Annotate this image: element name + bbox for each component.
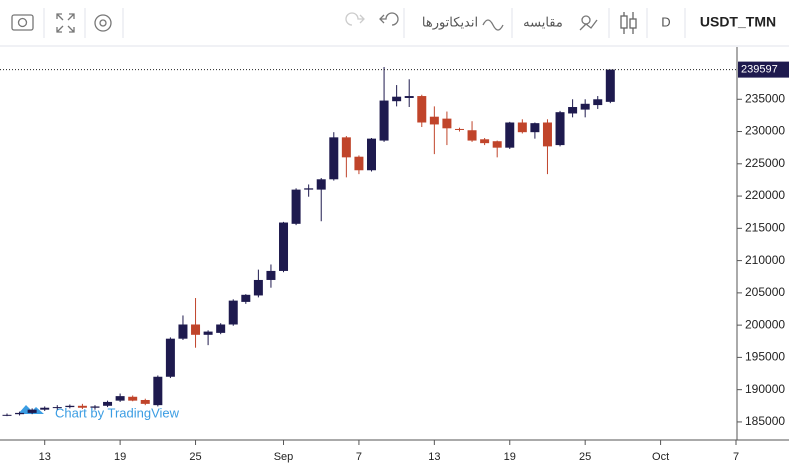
x-tick-label: 7	[356, 451, 362, 463]
x-tick-label: 7	[733, 451, 739, 463]
x-tick-label: 19	[114, 451, 126, 463]
candle-body	[480, 139, 490, 144]
watermark-text: Chart by TradingView	[55, 405, 180, 420]
candle-body	[379, 100, 389, 141]
candle-body	[517, 122, 527, 133]
x-tick-label: Oct	[652, 451, 669, 463]
candle-body	[316, 179, 326, 190]
candle-body	[467, 130, 477, 141]
candle-body	[2, 414, 12, 416]
redo-button[interactable]	[345, 12, 365, 26]
candle-body	[241, 294, 251, 302]
indicators-button[interactable]: اندیکاتورها	[422, 14, 478, 30]
y-tick-label: 190000	[745, 382, 785, 396]
candle-body	[442, 118, 452, 129]
watermark-logo	[18, 405, 44, 414]
candle-body	[555, 112, 565, 146]
candle-body	[128, 396, 138, 401]
x-tick-label: 25	[189, 451, 201, 463]
x-tick-label: 13	[428, 451, 440, 463]
candle-body	[593, 99, 603, 106]
candle-body	[65, 405, 75, 408]
interval-button[interactable]: D	[661, 14, 670, 29]
candle-body	[454, 128, 464, 130]
candle-body	[505, 122, 515, 148]
candle-body	[103, 401, 113, 406]
y-tick-label: 210000	[745, 253, 785, 267]
candle-body	[530, 123, 540, 133]
x-tick-label: 25	[579, 451, 591, 463]
candle-body	[404, 96, 414, 98]
indicators-icon	[482, 19, 504, 31]
candle-body	[605, 69, 615, 102]
candle-body	[178, 324, 188, 339]
x-tick-label: 13	[39, 451, 51, 463]
candle-body	[40, 407, 50, 410]
candle-body	[542, 122, 552, 147]
candle-body	[253, 279, 263, 296]
y-tick-label: 230000	[745, 124, 785, 138]
screenshot-button[interactable]	[11, 14, 34, 31]
candle-body	[429, 116, 439, 125]
candle-body	[417, 96, 427, 123]
candle-body	[568, 107, 578, 114]
candle-body	[90, 406, 100, 408]
candle-body	[27, 409, 37, 413]
candle-body	[392, 96, 402, 102]
candle-body	[115, 396, 125, 401]
candle-body	[580, 103, 590, 110]
candle-body	[191, 324, 201, 335]
y-tick-label: 185000	[745, 414, 785, 428]
y-tick-label: 220000	[745, 188, 785, 202]
y-tick-label: 205000	[745, 285, 785, 299]
candle-body	[140, 399, 150, 404]
candle-body	[52, 407, 62, 409]
candle-body	[329, 137, 339, 180]
watermark: Chart by TradingView	[18, 405, 180, 420]
compare-icon	[579, 15, 598, 31]
y-tick-label: 200000	[745, 317, 785, 331]
candle-body	[77, 405, 87, 408]
candle-body	[279, 222, 289, 271]
y-tick-label: 235000	[745, 91, 785, 105]
x-tick-label: 19	[504, 451, 516, 463]
y-tick-label: 195000	[745, 350, 785, 364]
candle-body	[492, 141, 502, 148]
candle-body	[354, 156, 364, 171]
candle-body	[153, 376, 163, 406]
candle-body	[216, 324, 226, 333]
candle-body	[291, 189, 301, 224]
candle-body	[203, 331, 213, 335]
symbol-button[interactable]: USDT_TMN	[700, 14, 776, 30]
candle-body	[15, 412, 25, 415]
candle-body	[165, 338, 175, 377]
candle-body	[341, 137, 351, 158]
candle-body	[367, 138, 376, 171]
x-tick-label: Sep	[274, 451, 294, 463]
candle-body	[228, 300, 238, 325]
y-tick-label: 215000	[745, 221, 785, 235]
candle-body	[266, 270, 276, 280]
toolbar: اندیکاتورها مقایسه D USDT_TMN	[0, 0, 789, 47]
fullscreen-button[interactable]	[56, 13, 75, 33]
settings-button[interactable]	[94, 14, 112, 32]
toolbar-bg	[0, 0, 789, 46]
chart-type-button[interactable]	[620, 12, 637, 34]
y-tick-label: 225000	[745, 156, 785, 170]
last-price-box	[738, 61, 789, 78]
candle-body	[304, 188, 314, 190]
compare-button[interactable]: مقایسه	[523, 14, 563, 29]
last-price-label: 239597	[741, 64, 778, 76]
undo-button[interactable]	[379, 12, 399, 26]
